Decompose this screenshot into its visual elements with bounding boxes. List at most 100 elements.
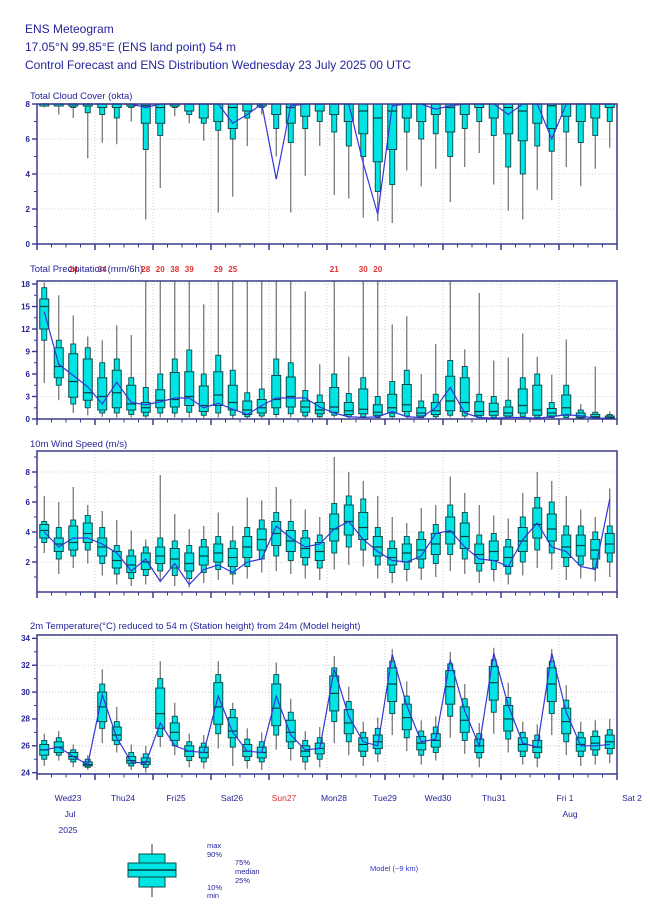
box-25-75 bbox=[184, 371, 195, 406]
box-whisker bbox=[561, 496, 572, 580]
box-whisker bbox=[169, 514, 180, 586]
box-whisker bbox=[329, 281, 340, 418]
y-axis-tick-label: 32 bbox=[21, 661, 30, 670]
box-whisker bbox=[590, 720, 601, 765]
box-whisker bbox=[242, 103, 253, 146]
page-title: ENS Meteogram bbox=[25, 22, 114, 36]
box-whisker bbox=[227, 526, 238, 585]
box-whisker bbox=[401, 681, 412, 752]
legend-percentile-label: 90% bbox=[207, 850, 222, 859]
legend-box-75-90 bbox=[138, 853, 166, 864]
box-whisker bbox=[300, 731, 311, 770]
y-axis-tick-label: 8 bbox=[26, 468, 31, 477]
x-axis-month-right-label: Aug bbox=[562, 809, 577, 819]
box-whisker bbox=[445, 103, 456, 202]
box-whisker bbox=[184, 281, 195, 418]
control-forecast-line bbox=[44, 652, 610, 766]
x-axis-day-label: Thu31 bbox=[482, 793, 506, 803]
box-whisker bbox=[604, 718, 615, 764]
box-whisker bbox=[517, 493, 528, 576]
box-25-75 bbox=[198, 385, 209, 412]
box-whisker bbox=[474, 293, 485, 419]
box-25-75 bbox=[242, 103, 253, 112]
box-25-75 bbox=[285, 719, 296, 743]
box-whisker bbox=[561, 685, 572, 756]
box-whisker bbox=[459, 493, 470, 574]
box-25-75 bbox=[488, 402, 499, 416]
box-whisker bbox=[285, 499, 296, 574]
box-whisker bbox=[256, 500, 267, 573]
box-whisker bbox=[68, 487, 79, 568]
box-25-75 bbox=[503, 406, 514, 417]
x-axis-day-label: Thu24 bbox=[111, 793, 135, 803]
y-axis-tick-label: 30 bbox=[21, 688, 30, 697]
extreme-value-label: 39 bbox=[185, 265, 194, 274]
box-whisker bbox=[111, 103, 122, 145]
box-whisker bbox=[184, 103, 195, 124]
box-25-75 bbox=[546, 408, 557, 417]
box-25-75 bbox=[184, 552, 195, 572]
box-25-75 bbox=[604, 533, 615, 554]
box-25-75 bbox=[372, 103, 383, 163]
box-25-75 bbox=[532, 103, 543, 124]
box-whisker bbox=[459, 103, 470, 167]
panel-total-precipitation: 0 3 6 9 12 15 18 24 34 28 20 38 39 29 25 21 30 20 Total Pr… bbox=[21, 264, 618, 425]
box-25-75 bbox=[546, 103, 557, 129]
box-25-75 bbox=[430, 402, 441, 415]
box-whisker bbox=[488, 647, 499, 734]
box-whisker bbox=[126, 744, 137, 770]
box-25-75 bbox=[213, 103, 224, 122]
box-25-75 bbox=[401, 384, 412, 412]
extreme-value-label: 38 bbox=[170, 265, 179, 274]
box-whisker bbox=[488, 103, 499, 185]
box-whisker bbox=[503, 103, 514, 211]
legend-percentile-label: 75% bbox=[235, 858, 250, 867]
y-axis-tick-label: 28 bbox=[21, 715, 30, 724]
box-whisker bbox=[387, 103, 398, 223]
x-axis-day-label: Sat 2 bbox=[622, 793, 642, 803]
box-whisker bbox=[430, 344, 441, 419]
box-whisker bbox=[488, 360, 499, 419]
box-whisker bbox=[97, 103, 108, 143]
legend-model-label: Model (~9 km) bbox=[370, 864, 419, 873]
box-25-75 bbox=[82, 522, 93, 543]
box-whisker bbox=[256, 281, 267, 419]
y-axis-tick-label: 24 bbox=[21, 768, 30, 777]
box-whisker bbox=[111, 520, 122, 585]
box-25-75 bbox=[459, 706, 470, 733]
box-whisker bbox=[285, 698, 296, 761]
box-whisker bbox=[271, 662, 282, 750]
box-whisker bbox=[140, 539, 151, 585]
box-whisker bbox=[604, 103, 615, 148]
box-whisker bbox=[213, 661, 224, 749]
box-whisker bbox=[126, 103, 137, 122]
x-axis-day-label: Sat26 bbox=[221, 793, 243, 803]
box-25-75 bbox=[561, 707, 572, 735]
y-axis-tick-label: 9 bbox=[26, 347, 31, 356]
box-25-75 bbox=[459, 522, 470, 549]
box-25-75 bbox=[329, 387, 340, 413]
box-whisker bbox=[430, 103, 441, 169]
box-whisker bbox=[387, 324, 398, 419]
box-25-75 bbox=[561, 394, 572, 416]
extreme-value-label: 24 bbox=[69, 265, 78, 274]
box-25-75 bbox=[517, 103, 528, 142]
box-25-75 bbox=[198, 103, 209, 119]
box-whisker bbox=[53, 502, 64, 574]
box-whisker bbox=[604, 488, 615, 577]
box-whisker bbox=[155, 475, 166, 582]
box-whisker bbox=[546, 649, 557, 736]
box-whisker bbox=[532, 472, 543, 568]
box-whisker bbox=[184, 529, 195, 588]
box-25-75 bbox=[39, 524, 50, 539]
box-25-75 bbox=[329, 103, 340, 115]
box-whisker bbox=[155, 281, 166, 418]
legend-percentile-label: 10% bbox=[207, 883, 222, 892]
box-whisker bbox=[401, 316, 412, 419]
box-whisker bbox=[155, 661, 166, 748]
box-whisker bbox=[474, 505, 485, 583]
box-25-75 bbox=[126, 384, 137, 411]
y-axis-tick-label: 8 bbox=[26, 100, 31, 109]
